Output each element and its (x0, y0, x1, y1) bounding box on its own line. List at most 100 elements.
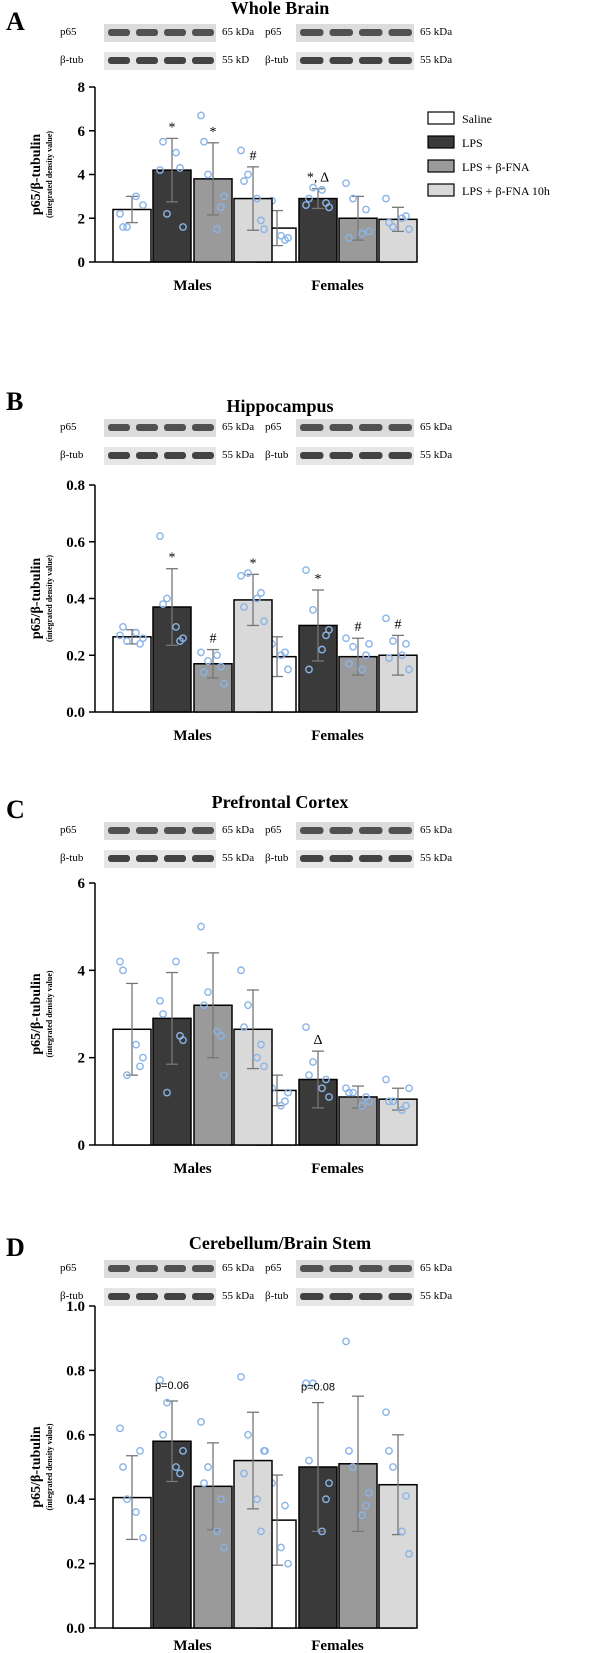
blot-label-p65: p65 (60, 421, 77, 433)
data-point (204, 657, 212, 665)
blot-band (329, 57, 353, 64)
data-point (318, 645, 326, 654)
data-point (132, 1040, 140, 1049)
blot-band (300, 827, 324, 834)
panel-label: D (6, 1233, 25, 1262)
data-point (119, 1463, 127, 1471)
blot-band (359, 1265, 383, 1272)
y-tick-label: 0.6 (66, 535, 85, 551)
data-point (398, 1527, 406, 1536)
blot-band (192, 452, 214, 459)
blot-strip (104, 447, 216, 465)
blot-band (136, 29, 158, 36)
y-tick-label: 0.2 (66, 648, 85, 664)
data-point (136, 640, 144, 648)
data-point (385, 654, 393, 662)
data-point (197, 111, 205, 120)
data-point (398, 1106, 406, 1114)
legend-item: Saline (462, 112, 492, 126)
data-point (322, 1075, 330, 1084)
data-point (204, 988, 212, 997)
data-point (217, 662, 225, 671)
significance-mark: * (250, 556, 257, 571)
data-point (163, 1398, 171, 1407)
blot-band (164, 855, 186, 862)
data-point (237, 966, 245, 975)
data-point (309, 183, 317, 192)
blot-strip (296, 1288, 414, 1306)
data-point (213, 1527, 221, 1536)
data-point (382, 614, 390, 623)
blot-band (108, 452, 130, 459)
data-point (119, 223, 127, 231)
data-point (260, 1062, 268, 1071)
chart-title: Hippocampus (226, 396, 333, 416)
blot-strip (104, 822, 216, 840)
blot-band (136, 1293, 158, 1300)
data-point (277, 231, 285, 240)
y-tick-label: 2 (78, 1051, 86, 1067)
data-point (302, 1023, 310, 1031)
blot-band (164, 1265, 186, 1272)
data-point (132, 1508, 140, 1516)
blot-strip (104, 52, 216, 70)
y-tick-label: 0 (78, 1138, 86, 1154)
data-point (322, 1495, 330, 1504)
data-point (253, 1053, 261, 1062)
data-point (318, 1527, 326, 1536)
data-point (172, 148, 180, 157)
data-point (240, 1023, 248, 1031)
data-point (325, 1479, 333, 1488)
blot-strip (296, 1260, 414, 1278)
data-point (345, 234, 353, 242)
data-point (244, 170, 252, 179)
p-value-annotation: p=0.06 (155, 1380, 189, 1392)
y-axis-sublabel: (integrated density value) (45, 131, 54, 218)
data-point (244, 569, 252, 577)
data-point (349, 642, 357, 651)
blot-band (108, 1293, 130, 1300)
blot-band (329, 29, 353, 36)
data-point (132, 192, 140, 201)
data-point (179, 1447, 187, 1455)
data-point (200, 137, 208, 146)
data-point (365, 640, 373, 648)
y-axis-label: p65/β-tubulin (29, 558, 44, 640)
data-point (244, 1430, 252, 1439)
blot-band (164, 424, 186, 431)
blot-strip (104, 24, 216, 42)
blot-band (192, 424, 214, 431)
blot-band (136, 57, 158, 64)
y-tick-label: 6 (78, 876, 86, 892)
data-point (136, 1447, 144, 1455)
blot-kda-label: 65 kDa (222, 824, 254, 836)
blot-band (359, 1293, 383, 1300)
y-tick-label: 8 (78, 80, 86, 96)
significance-mark: # (395, 617, 402, 632)
data-point (172, 957, 180, 966)
blot-band (136, 452, 158, 459)
legend-item: LPS (462, 136, 483, 150)
blot-kda-label: 65 kDa (420, 26, 452, 38)
bar-saline-males (112, 636, 152, 713)
data-point (220, 679, 228, 688)
blot-band (300, 1293, 324, 1300)
data-point (136, 1062, 144, 1071)
data-point (342, 179, 350, 188)
blot-kda-label: 65 kDa (222, 421, 254, 433)
blot-band (192, 827, 214, 834)
blot-label-tub: β-tub (265, 449, 289, 461)
data-point (398, 214, 406, 223)
panel-B: B Hippocampus p65 65 kDa β-tub 55 kDa p65 65 kD… (6, 387, 452, 744)
blot-band (388, 1265, 412, 1272)
blot-band (359, 424, 383, 431)
blot-band (329, 452, 353, 459)
blot-band (300, 452, 324, 459)
data-point (244, 1001, 252, 1010)
data-point (123, 637, 131, 645)
data-point (405, 225, 413, 234)
blot-band (300, 855, 324, 862)
y-axis-sublabel: (integrated density value) (45, 555, 54, 642)
data-point (156, 997, 164, 1005)
significance-mark: * (210, 125, 217, 140)
